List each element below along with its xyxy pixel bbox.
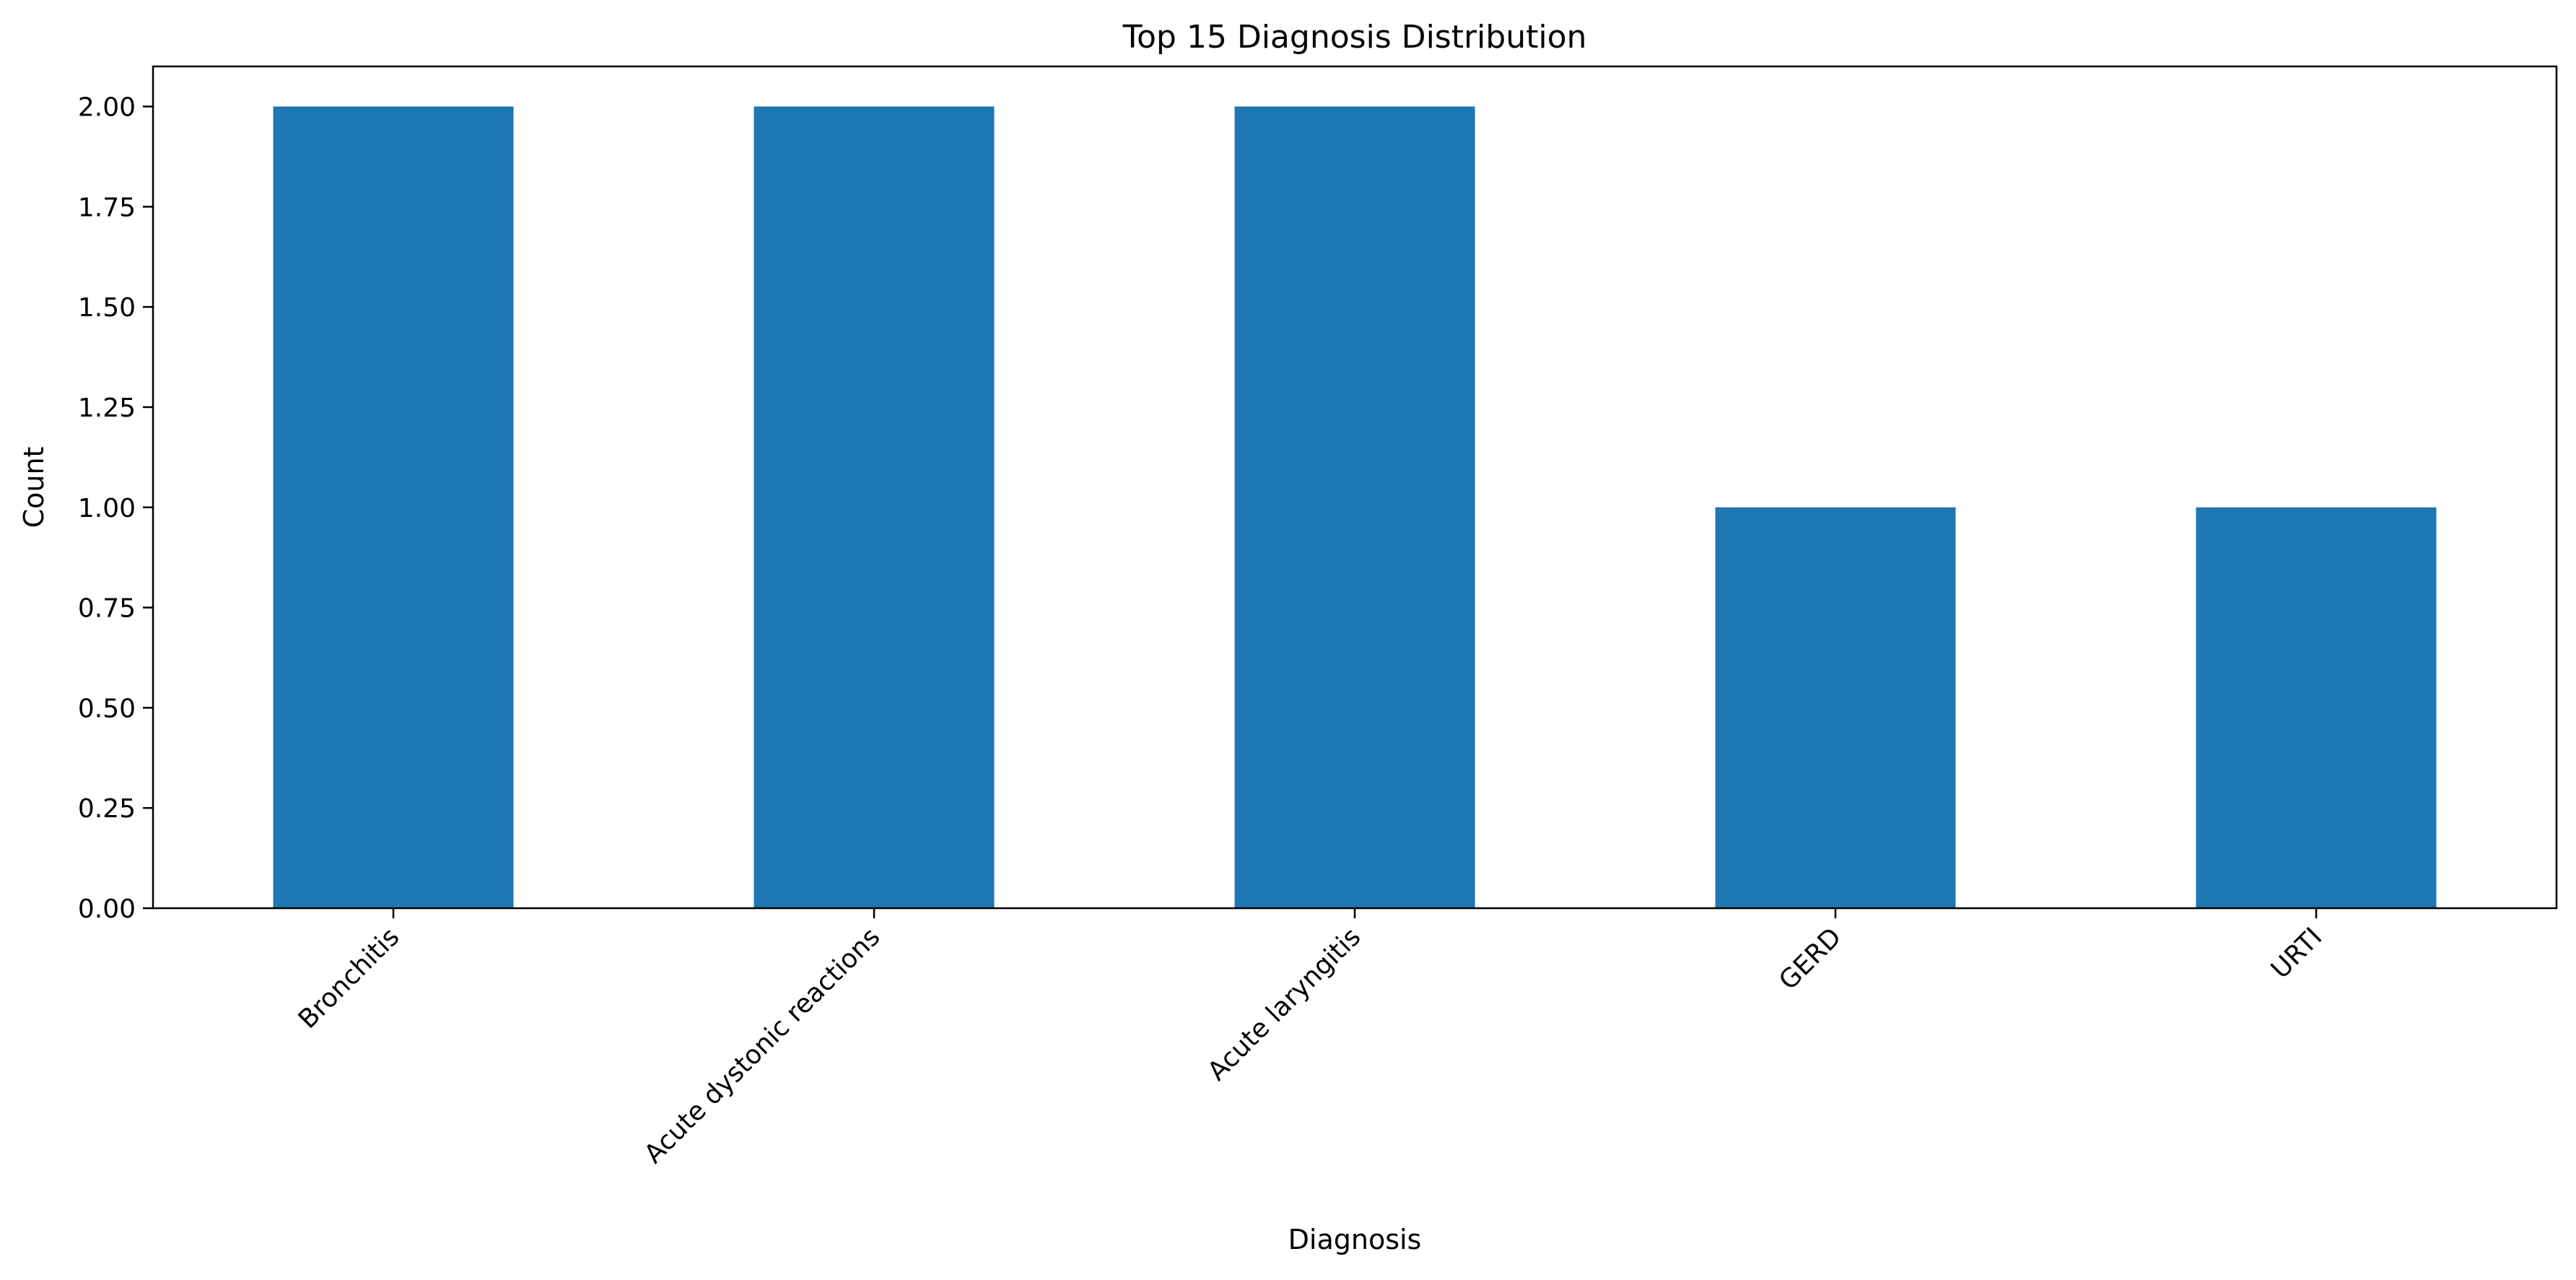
y-tick-label: 0.00 xyxy=(78,894,136,924)
bar-4 xyxy=(2196,507,2437,908)
y-tick-label: 1.75 xyxy=(78,193,136,222)
bars xyxy=(273,106,2437,908)
y-tick-label: 0.50 xyxy=(78,694,136,723)
bar-3 xyxy=(1715,507,1956,908)
y-tick-label: 0.75 xyxy=(78,594,136,624)
y-tick-label: 2.00 xyxy=(78,93,136,123)
chart-title: Top 15 Diagnosis Distribution xyxy=(1122,19,1587,56)
y-tick-label: 1.25 xyxy=(78,393,136,423)
bar-1 xyxy=(754,106,995,908)
y-tick-label: 1.50 xyxy=(78,293,136,323)
y-axis: 0.00 0.25 0.50 0.75 1.00 1.25 1.50 1.75 2.00 xyxy=(78,93,153,924)
x-axis-label: Diagnosis xyxy=(1288,1224,1422,1255)
bar-0 xyxy=(273,106,514,908)
y-tick-label: 1.00 xyxy=(78,494,136,523)
plot-frame xyxy=(152,65,2558,910)
bar-2 xyxy=(1234,106,1475,908)
y-tick-label: 0.25 xyxy=(78,794,136,824)
y-axis-label: Count xyxy=(18,447,50,528)
